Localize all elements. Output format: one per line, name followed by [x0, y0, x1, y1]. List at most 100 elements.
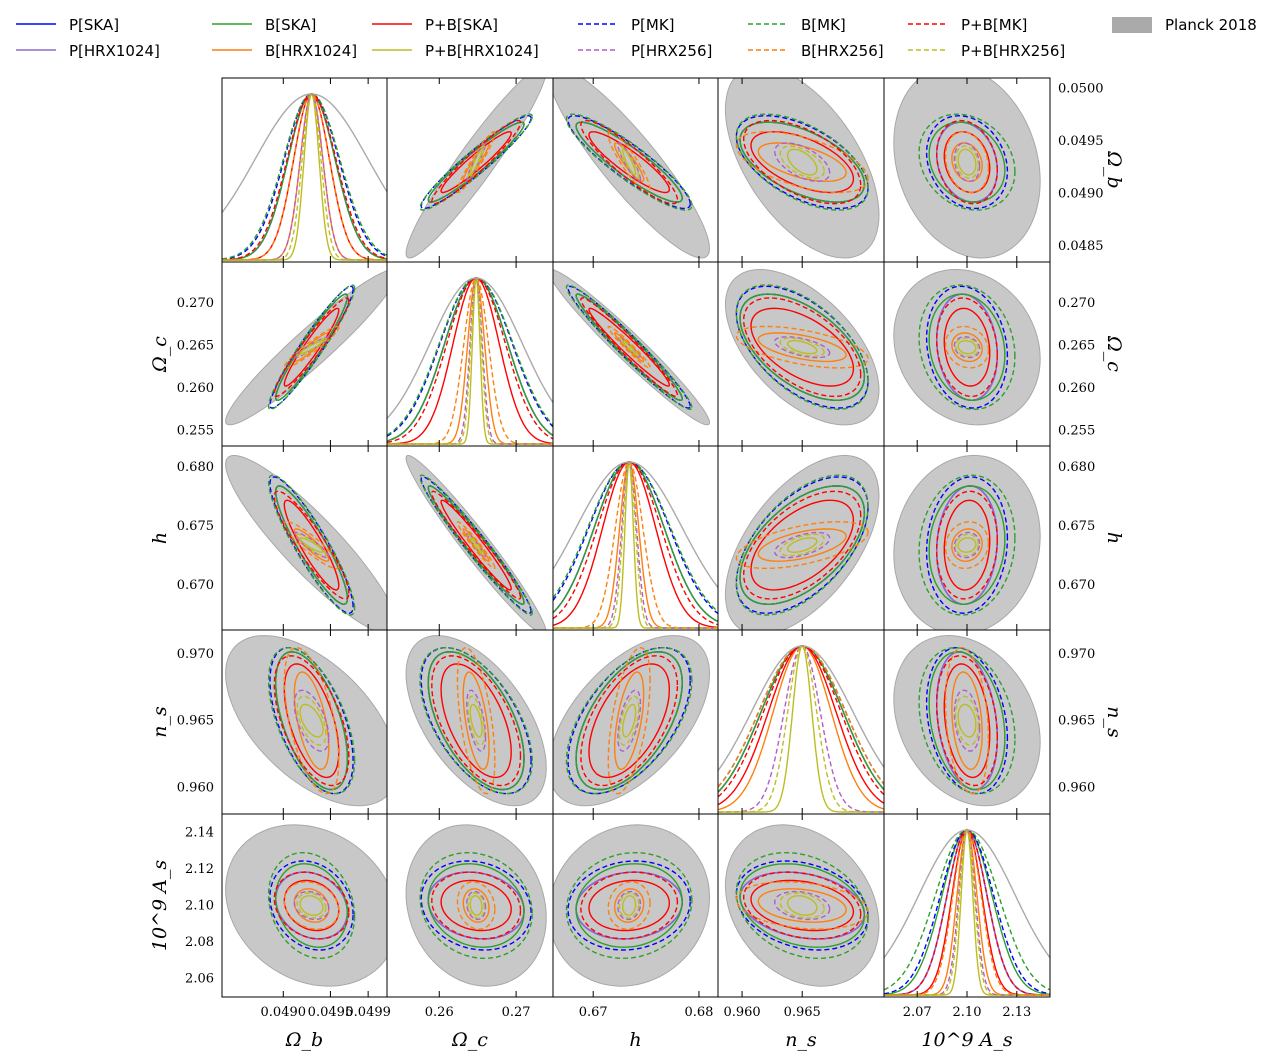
left-tick-label: 0.265	[177, 338, 214, 353]
contour-p-b-hrx1024	[622, 703, 637, 738]
contour-b-hrx1024	[951, 332, 983, 363]
curve-b-ska	[884, 829, 1050, 996]
contour-p-hrx256	[466, 689, 487, 752]
contour-b-mk	[267, 852, 356, 959]
contour-p-b-hrx256	[467, 892, 485, 919]
right-tick-label: 0.670	[1058, 578, 1095, 593]
contour-p-b-hrx1024	[469, 895, 483, 916]
contour-p-hrx256	[953, 531, 981, 559]
contour-b-ska	[427, 651, 525, 791]
panel-r0-c2	[552, 77, 719, 263]
contour-p-hrx256	[617, 336, 642, 359]
contour-b-hrx1024	[951, 671, 983, 771]
curve-p-ska	[884, 829, 1050, 996]
curve-b-mk	[718, 645, 884, 788]
curve-p-mk	[718, 645, 884, 788]
curve-b-hrx256	[884, 829, 1050, 996]
legend-item-p-mk: P[MK]	[578, 16, 675, 34]
contour-p-b-hrx256	[954, 145, 980, 179]
legend-item-p-hrx1024: P[HRX1024]	[16, 42, 160, 60]
curve-p-hrx256	[718, 645, 884, 813]
panel-r2-c1	[386, 445, 554, 631]
contour-b-hrx1024	[757, 888, 847, 923]
panel-frame	[883, 813, 1051, 998]
region-planck-2018	[225, 270, 387, 426]
legend-item-p-b-mk: P+B[MK]	[908, 16, 1027, 34]
region-planck-2018	[225, 635, 387, 807]
right-tick-label: 0.960	[1058, 780, 1095, 795]
x-tick-label: 2.13	[1002, 1005, 1031, 1020]
legend-label: B[MK]	[801, 16, 846, 34]
region-planck-2018	[724, 824, 880, 987]
contour-b-hrx1024	[614, 671, 645, 771]
contour-p-b-mk	[935, 119, 999, 205]
contour-p-b-hrx1024	[299, 703, 324, 738]
contour-p-hrx256	[617, 890, 642, 921]
contour-b-ska	[575, 293, 683, 401]
legend-item-b-mk: B[MK]	[748, 16, 846, 34]
contour-p-b-hrx256	[467, 695, 485, 746]
contour-p-hrx1024	[935, 485, 999, 605]
y-axis-label-right-h: h	[1103, 532, 1125, 544]
x-tick-label: 2.07	[903, 1005, 932, 1020]
region-planck-2018	[225, 455, 387, 630]
panel-r2-c2	[552, 445, 719, 631]
panel-r4-c1	[386, 813, 554, 998]
legend-label: B[SKA]	[265, 16, 316, 34]
contour-p-mk	[269, 860, 354, 951]
legend-item-p-b-hrx256: P+B[HRX256]	[908, 42, 1065, 60]
curve-p-ska	[387, 277, 553, 442]
x-axis-label-ob: Ω_b	[285, 1029, 323, 1051]
left-tick-label: 0.970	[177, 647, 214, 662]
contour-p-mk	[420, 476, 532, 614]
contour-b-ska	[274, 863, 349, 948]
contour-b-mk	[419, 852, 533, 959]
contour-p-b-mk	[580, 871, 679, 940]
legend-label: P+B[HRX256]	[961, 42, 1065, 60]
curve-p-b-hrx256	[553, 460, 718, 629]
x-tick-label: 0.0490	[261, 1005, 307, 1020]
contour-b-hrx256	[735, 881, 869, 930]
region-planck-2018	[724, 78, 880, 259]
panel-r4-c0	[221, 813, 388, 998]
contour-p-mk	[269, 646, 354, 795]
contour-b-hrx256	[607, 881, 651, 930]
curve-p-b-mk	[222, 93, 387, 261]
contour-p-b-hrx1024	[957, 703, 977, 738]
contour-p-b-mk	[935, 655, 999, 787]
contour-b-mk	[918, 284, 1016, 410]
contour-p-mk	[925, 646, 1009, 795]
curve-p-hrx1024	[884, 829, 1050, 996]
left-tick-label: 0.960	[177, 780, 214, 795]
right-tick-label: 0.965	[1058, 714, 1095, 729]
contour-b-ska	[928, 121, 1006, 203]
contour-p-b-mk	[431, 490, 522, 600]
right-tick-label: 0.0500	[1058, 82, 1104, 97]
curve-b-ska	[387, 277, 553, 442]
x-axis-label-oc: Ω_c	[451, 1029, 488, 1051]
panel-r3-c0	[221, 629, 388, 815]
contour-p-b-hrx256	[954, 695, 980, 746]
left-tick-label: 0.270	[177, 296, 214, 311]
right-tick-label: 0.0495	[1058, 134, 1104, 149]
legend-label: P[HRX1024]	[69, 42, 160, 60]
contour-b-ska	[575, 863, 683, 948]
contour-b-ska	[739, 485, 866, 605]
curve-p-b-mk	[553, 461, 718, 626]
contour-p-hrx256	[617, 142, 642, 182]
curve-p-hrx256	[884, 828, 1050, 996]
contour-b-hrx1024	[462, 671, 490, 771]
contour-p-b-mk	[580, 297, 679, 398]
contour-p-hrx256	[953, 336, 981, 359]
right-tick-label: 0.260	[1058, 381, 1095, 396]
contour-b-ska	[928, 293, 1006, 402]
panel-frame	[717, 629, 885, 815]
x-axis-label-ns: n_s	[785, 1029, 817, 1051]
contour-p-hrx1024	[935, 293, 999, 402]
contour-b-ska	[928, 651, 1006, 791]
legend-label: P+B[MK]	[961, 16, 1027, 34]
contour-p-b-hrx256	[296, 892, 327, 919]
contour-b-mk	[565, 113, 693, 211]
legend-item-b-ska: B[SKA]	[212, 16, 316, 34]
curve-b-mk	[387, 277, 553, 436]
